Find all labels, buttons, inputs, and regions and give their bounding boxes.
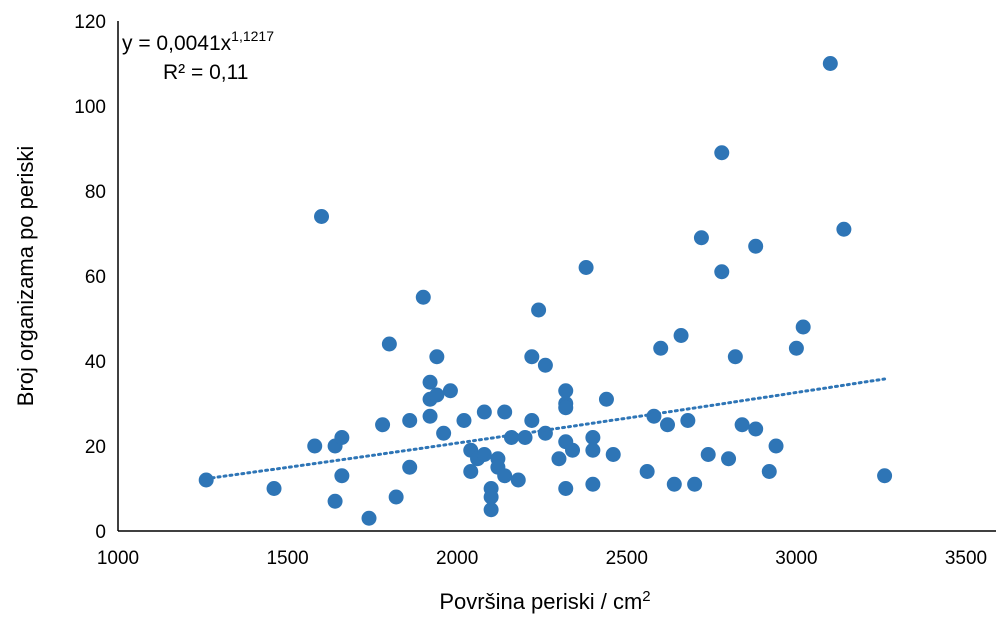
trendline-equation: y = 0,0041x1,1217 xyxy=(122,28,274,55)
data-point xyxy=(497,404,513,420)
data-point xyxy=(788,340,804,356)
x-axis-title-superscript: 2 xyxy=(642,588,650,605)
data-point xyxy=(334,468,350,484)
data-point xyxy=(327,493,343,509)
y-tick-label: 0 xyxy=(95,522,106,543)
data-point xyxy=(585,476,601,492)
data-points xyxy=(198,56,893,526)
y-tick-label: 40 xyxy=(85,352,106,373)
data-point xyxy=(402,413,418,428)
data-point xyxy=(714,264,730,280)
x-tick-label: 3500 xyxy=(945,548,987,569)
data-point xyxy=(727,349,743,365)
x-axis-title-text: Površina periski / cm xyxy=(439,589,642,614)
data-point xyxy=(497,468,513,484)
x-tick-labels: 1000 1500 2000 2500 3000 3500 xyxy=(97,548,987,569)
data-point xyxy=(483,502,499,518)
data-point xyxy=(768,438,784,454)
data-point xyxy=(436,425,452,441)
data-point xyxy=(585,442,601,458)
data-point xyxy=(429,349,445,365)
x-tick-label: 1000 xyxy=(97,548,139,569)
data-point xyxy=(531,302,547,318)
data-point xyxy=(653,340,669,356)
y-tick-label: 80 xyxy=(85,182,106,203)
data-point xyxy=(307,438,323,454)
y-tick-label: 60 xyxy=(85,267,106,288)
equation-base: y = 0,0041x xyxy=(122,32,232,55)
data-point xyxy=(598,391,614,407)
data-point xyxy=(314,209,330,224)
data-point xyxy=(537,425,553,441)
data-point xyxy=(660,417,676,433)
data-point xyxy=(748,421,764,437)
data-point xyxy=(415,289,431,305)
data-point xyxy=(551,451,567,467)
power-trendline xyxy=(204,377,887,481)
x-tick-label: 2500 xyxy=(606,548,648,569)
data-point xyxy=(463,464,479,479)
data-point xyxy=(456,413,472,428)
x-tick-label: 2000 xyxy=(436,548,478,569)
y-axis-title: Broj organizama po periski xyxy=(13,146,38,406)
data-point xyxy=(442,383,458,399)
data-point xyxy=(558,383,574,399)
data-point xyxy=(266,481,282,496)
data-point xyxy=(558,481,574,496)
data-point xyxy=(748,238,764,254)
data-point xyxy=(687,476,703,492)
x-tick-label: 3000 xyxy=(775,548,817,569)
data-point xyxy=(693,230,709,246)
data-point xyxy=(381,336,397,352)
data-point xyxy=(700,447,716,462)
r-squared-label: R² = 0,11 xyxy=(163,61,248,84)
data-point xyxy=(721,451,737,467)
data-point xyxy=(565,442,581,458)
data-point xyxy=(476,404,492,420)
data-point xyxy=(836,221,852,237)
data-point xyxy=(558,400,574,416)
data-point xyxy=(734,417,750,433)
data-point xyxy=(375,417,391,433)
y-tick-label: 20 xyxy=(85,437,106,458)
data-point xyxy=(537,357,553,373)
data-point xyxy=(877,468,893,484)
data-point xyxy=(714,145,730,161)
data-point xyxy=(422,408,438,424)
data-point xyxy=(639,464,655,479)
data-point xyxy=(585,430,601,445)
data-point xyxy=(578,260,594,275)
data-point xyxy=(334,430,350,445)
data-point xyxy=(605,447,621,462)
data-point xyxy=(388,489,404,505)
data-point xyxy=(761,464,777,479)
y-tick-label: 120 xyxy=(74,12,106,33)
data-point xyxy=(503,430,519,445)
data-point xyxy=(510,472,526,488)
x-tick-label: 1500 xyxy=(266,548,308,569)
data-point xyxy=(422,374,438,390)
data-point xyxy=(680,413,696,428)
data-point xyxy=(673,328,689,343)
data-point xyxy=(795,319,811,335)
data-point xyxy=(402,459,418,475)
equation-exponent: 1,1217 xyxy=(231,28,274,44)
x-axis-title: Površina periski / cm2 xyxy=(439,588,650,614)
data-point xyxy=(483,489,499,505)
data-point xyxy=(666,476,682,492)
data-point xyxy=(361,510,377,526)
data-point xyxy=(822,56,838,71)
data-point xyxy=(429,387,445,403)
y-tick-labels: 0 20 40 60 80 100 120 xyxy=(74,12,106,543)
data-point xyxy=(524,349,540,365)
data-point xyxy=(476,447,492,462)
data-point xyxy=(646,408,662,424)
y-tick-label: 100 xyxy=(74,97,106,118)
data-point xyxy=(524,413,540,428)
